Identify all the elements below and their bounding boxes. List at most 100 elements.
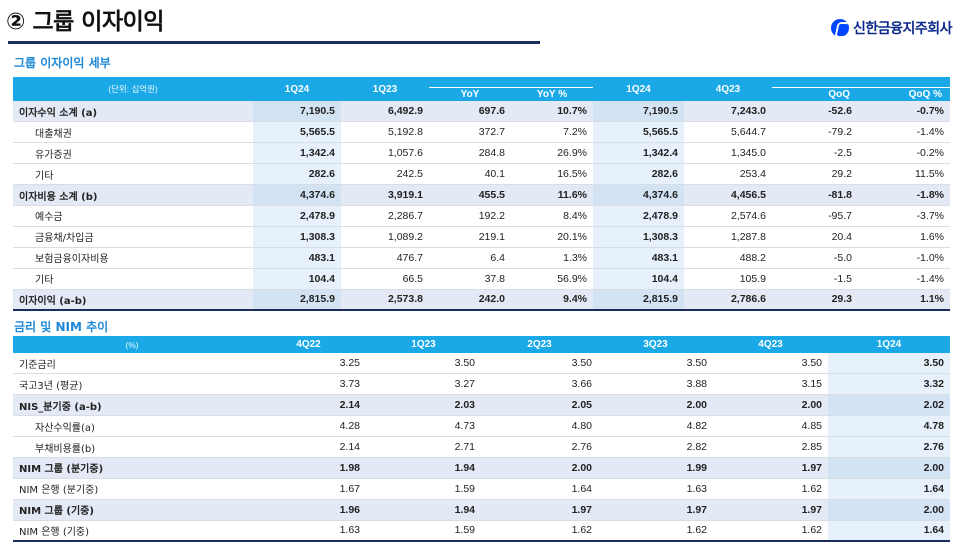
table-cell: 2,478.9 (593, 205, 684, 227)
table-row: NIM 그룹 (분기중) 1.98 1.94 2.00 1.99 1.97 2.00 (13, 457, 950, 479)
table-cell: 192.2 (429, 205, 511, 227)
table-cell: -81.8 (772, 184, 858, 206)
table-cell: 4,374.6 (593, 184, 684, 206)
table-cell: 3,919.1 (341, 184, 429, 206)
table-cell: 483.1 (593, 247, 684, 269)
table-cell: -0.7% (858, 101, 950, 123)
row-label: 기타 (13, 268, 253, 290)
table-cell: 26.9% (511, 142, 593, 165)
table-cell: 5,565.5 (593, 121, 684, 144)
interest-income-table: (단위: 십억원) 1Q24 1Q23 YoY YoY % 1Q24 4Q23 … (13, 77, 950, 311)
column-header: 3Q23 (598, 336, 713, 353)
table-cell: 4.73 (366, 415, 481, 438)
table-cell: 1.59 (366, 478, 481, 500)
table-cell: 1,057.6 (341, 142, 429, 165)
column-header: 1Q24 (828, 336, 950, 353)
row-label: 이자수익 소계 (a) (13, 101, 253, 123)
column-header: 1Q23 (366, 336, 481, 353)
table-cell: 6,492.9 (341, 101, 429, 123)
table-cell: 1.67 (251, 478, 366, 500)
table-cell: 1.62 (713, 520, 828, 543)
title-underline (8, 41, 540, 44)
table-cell: 1.94 (366, 457, 481, 479)
rate-nim-section-title: 금리 및 NIM 추이 (14, 320, 109, 334)
table-cell: 1,308.3 (593, 226, 684, 248)
row-label: 예수금 (13, 205, 253, 227)
table-cell: 4.28 (251, 415, 366, 438)
table-cell: 16.5% (511, 163, 593, 186)
table-cell: 3.25 (251, 353, 366, 375)
table-cell: 2,573.8 (341, 289, 429, 311)
table-cell: 282.6 (593, 163, 684, 186)
table-cell: 2.00 (598, 394, 713, 417)
table-cell: 4.85 (713, 415, 828, 438)
table-cell: 242.0 (429, 289, 511, 311)
table-cell: 1.94 (366, 499, 481, 521)
table-header-row: (%) 4Q22 1Q23 2Q23 3Q23 4Q23 1Q24 (13, 336, 950, 353)
rate-nim-table: (%) 4Q22 1Q23 2Q23 3Q23 4Q23 1Q24 기준금리 3.… (13, 336, 950, 543)
table-cell: 1.64 (828, 520, 950, 543)
table-cell: 1.63 (598, 478, 713, 500)
table-cell: 66.5 (341, 268, 429, 290)
table-cell: -3.7% (858, 205, 950, 227)
table-cell: 5,192.8 (341, 121, 429, 144)
table-cell: 1,287.8 (684, 226, 772, 248)
table-row: NIM 은행 (분기중) 1.67 1.59 1.64 1.63 1.62 1.64 (13, 478, 950, 500)
table-cell: 37.8 (429, 268, 511, 290)
brand: 신한금융지주회사 (830, 18, 953, 38)
table-cell: 2.00 (828, 499, 950, 521)
table-cell: 1.63 (251, 520, 366, 543)
table-row: 자산수익률(a) 4.28 4.73 4.80 4.82 4.85 4.78 (13, 415, 950, 438)
row-label: 기타 (13, 163, 253, 186)
table-cell: 1.3% (511, 247, 593, 269)
table-cell: 2.76 (481, 436, 598, 458)
column-header: YoY (429, 77, 511, 101)
brand-name: 신한금융지주회사 (852, 21, 953, 37)
table-row: 예수금 2,478.9 2,286.7 192.2 8.4% 2,478.9 2,574.6… (13, 205, 950, 227)
table-row: 이자비용 소계 (b) 4,374.6 3,919.1 455.5 11.6% 4,374… (13, 184, 950, 206)
column-header: 1Q24 (253, 77, 341, 101)
table-cell: 1.62 (598, 520, 713, 543)
table-row: 국고3년 (평균) 3.73 3.27 3.66 3.88 3.15 3.32 (13, 373, 950, 396)
table-cell: 1.62 (713, 478, 828, 500)
table-cell: 1.64 (481, 478, 598, 500)
table-cell: 372.7 (429, 121, 511, 144)
table-cell: 2.76 (828, 436, 950, 458)
table-cell: 104.4 (593, 268, 684, 290)
table-cell: -5.0 (772, 247, 858, 269)
table-cell: 697.6 (429, 101, 511, 123)
table-cell: 40.1 (429, 163, 511, 186)
table-cell: 1.97 (481, 499, 598, 521)
table-cell: 1.97 (713, 499, 828, 521)
column-header: 1Q24 (593, 77, 684, 101)
table-cell: 1.64 (828, 478, 950, 500)
table-row: 이자수익 소계 (a) 7,190.5 6,492.9 697.6 10.7% 7,190… (13, 101, 950, 123)
table-cell: 219.1 (429, 226, 511, 248)
table-cell: 1.98 (251, 457, 366, 479)
table-cell: 3.32 (828, 373, 950, 396)
table-cell: 1,342.4 (253, 142, 341, 165)
table-cell: 2.03 (366, 394, 481, 417)
table-row: 보험금융이자비용 483.1 476.7 6.4 1.3% 483.1 488.2 -5.0-… (13, 247, 950, 269)
column-header: YoY % (511, 77, 593, 101)
table-cell: 4.78 (828, 415, 950, 438)
table-cell: 1,345.0 (684, 142, 772, 165)
table-cell: 6.4 (429, 247, 511, 269)
table-row: 기준금리 3.25 3.50 3.50 3.50 3.50 3.50 (13, 353, 950, 375)
table-row: 유가증권 1,342.4 1,057.6 284.8 26.9% 1,342.4 1,345… (13, 142, 950, 165)
shinhan-logo-icon (830, 19, 849, 37)
row-label: 대출채권 (13, 121, 253, 144)
row-label: NIM 그룹 (분기중) (13, 457, 251, 479)
table-row: 이자이익 (a-b) 2,815.9 2,573.8 242.0 9.4% 2,815.9… (13, 289, 950, 311)
table-cell: 2,786.6 (684, 289, 772, 311)
column-header: 1Q23 (341, 77, 429, 101)
table-cell: 9.4% (511, 289, 593, 311)
table-cell: -1.5 (772, 268, 858, 290)
row-label: 부채비용률(b) (13, 436, 251, 458)
table-cell: 3.50 (713, 353, 828, 375)
table-row: 대출채권 5,565.5 5,192.8 372.7 7.2% 5,565.5 5,644.… (13, 121, 950, 144)
table-cell: 29.3 (772, 289, 858, 311)
table-cell: 3.50 (481, 353, 598, 375)
table-cell: 1.99 (598, 457, 713, 479)
table-cell: 29.2 (772, 163, 858, 186)
